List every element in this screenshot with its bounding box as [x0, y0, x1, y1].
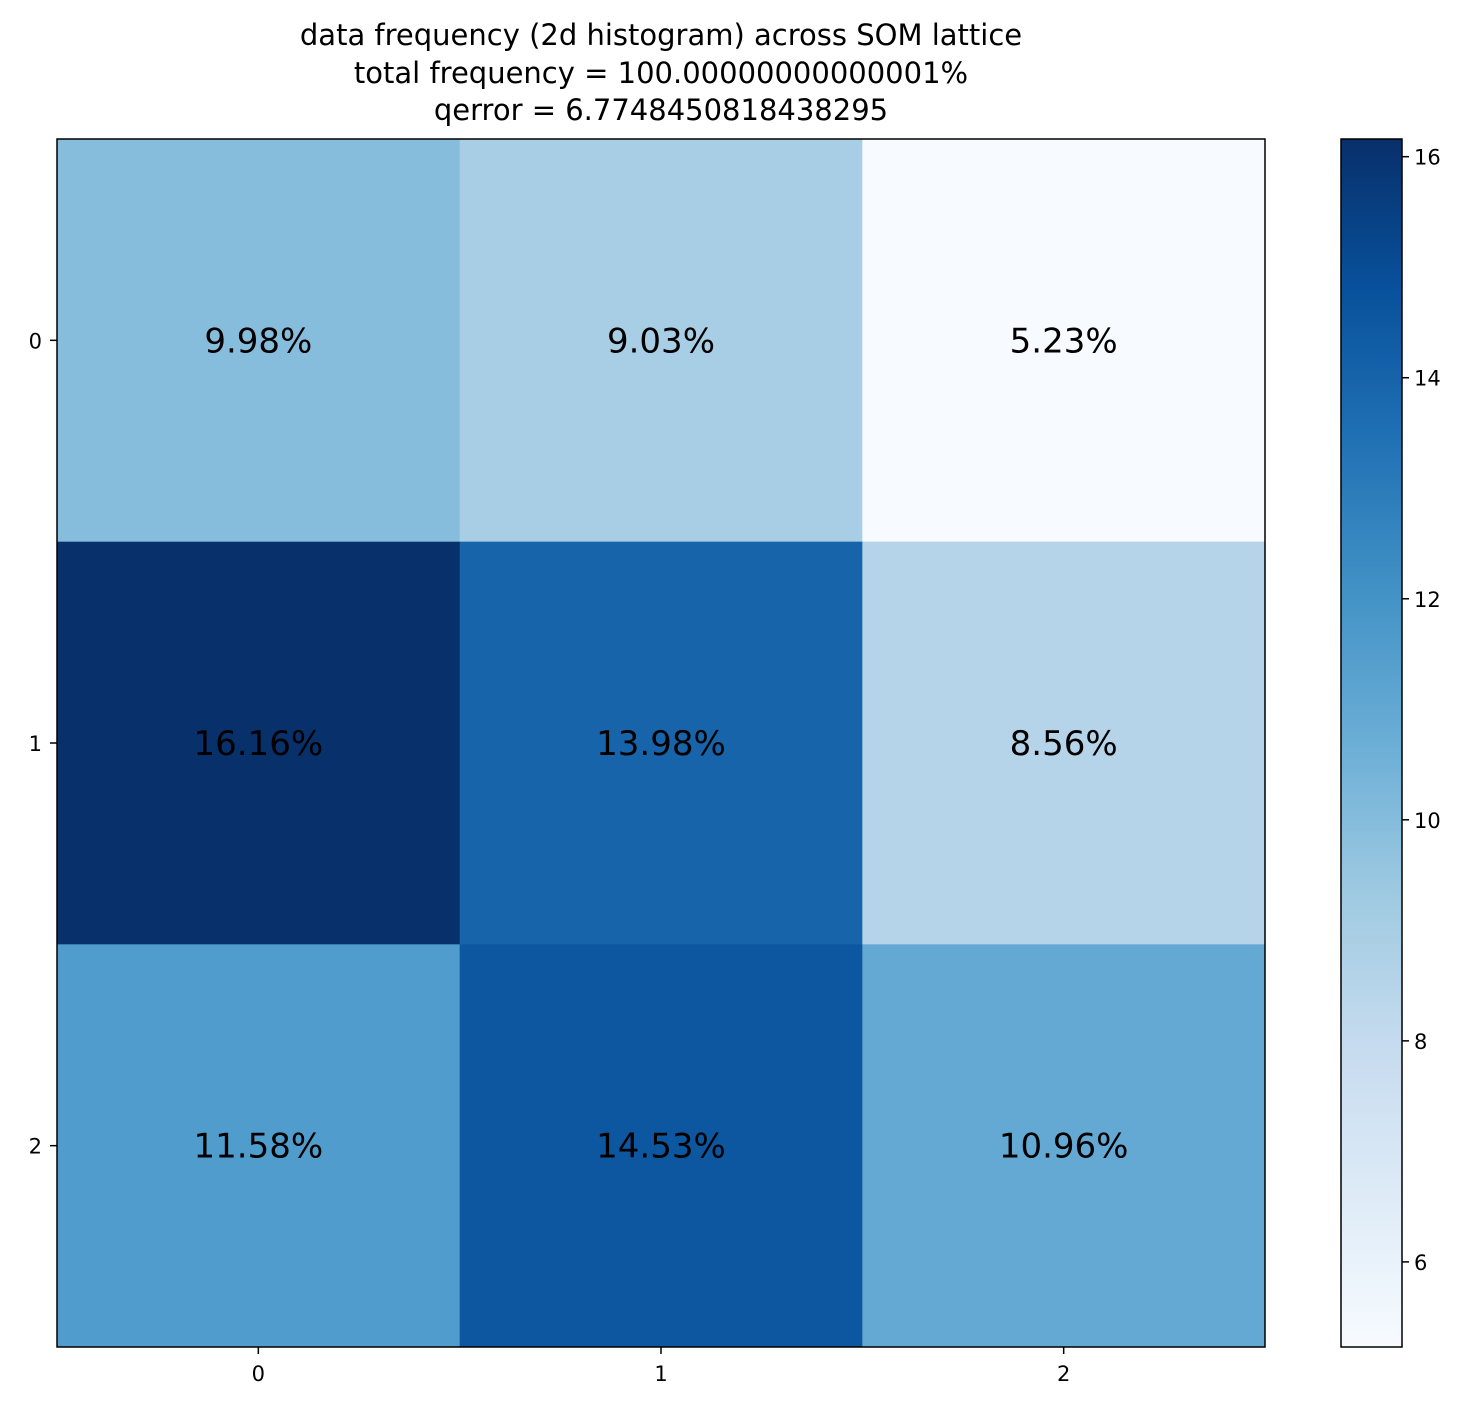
- cell-label-r1-c1: 13.98%: [596, 724, 726, 764]
- colorbar: [1340, 138, 1403, 1348]
- cell-label-r0-c2: 5.23%: [1010, 321, 1118, 361]
- heatmap-cell-r1-c2: [862, 541, 1266, 945]
- heatmap-cell-r1-c1: [459, 541, 863, 945]
- x-tick-label: 2: [1057, 1362, 1070, 1386]
- cell-label-r2-c1: 14.53%: [596, 1127, 726, 1167]
- colorbar-tick-label: 12: [1414, 588, 1441, 612]
- y-tick-label: 0: [29, 329, 42, 353]
- cell-label-r1-c0: 16.16%: [194, 724, 324, 764]
- colorbar-tick-label: 10: [1414, 809, 1441, 833]
- heatmap-cell-r0-c2: [862, 139, 1266, 543]
- x-tick-label: 1: [654, 1362, 667, 1386]
- heatmap-cell-r1-c0: [57, 541, 461, 945]
- heatmap-cell-r0-c0: [57, 139, 461, 543]
- heatmap-cells: [57, 139, 1266, 1348]
- cell-label-r2-c2: 10.96%: [999, 1127, 1129, 1167]
- title-line-3: qerror = 6.7748450818438295: [434, 93, 888, 127]
- title-line-2: total frequency = 100.00000000000001%: [354, 56, 968, 90]
- chart-title: data frequency (2d histogram) across SOM…: [300, 18, 1022, 127]
- cell-label-r2-c0: 11.58%: [194, 1127, 324, 1167]
- cell-label-r0-c1: 9.03%: [607, 321, 715, 361]
- colorbar-tick-label: 16: [1414, 146, 1441, 170]
- y-tick-label: 1: [29, 732, 42, 756]
- title-line-1: data frequency (2d histogram) across SOM…: [300, 18, 1022, 52]
- x-axis: 0 1 2: [252, 1347, 1070, 1386]
- cell-label-r1-c2: 8.56%: [1010, 724, 1118, 764]
- heatmap-cell-r2-c1: [459, 944, 863, 1348]
- y-axis: 0 1 2: [29, 329, 57, 1159]
- colorbar-tick-label: 8: [1414, 1030, 1427, 1054]
- heatmap-cell-r2-c0: [57, 944, 461, 1348]
- colorbar-axis: 6 8 10 12 14 16: [1402, 146, 1441, 1275]
- heatmap-cell-r0-c1: [459, 139, 863, 543]
- y-tick-label: 2: [29, 1135, 42, 1159]
- cell-label-r0-c0: 9.98%: [204, 321, 312, 361]
- heatmap-cell-r2-c2: [862, 944, 1266, 1348]
- heatmap-cell-labels: 9.98% 9.03% 5.23% 16.16% 13.98% 8.56% 11.58% 14…: [194, 321, 1129, 1166]
- colorbar-tick-label: 14: [1414, 367, 1441, 391]
- x-tick-label: 0: [252, 1362, 265, 1386]
- colorbar-tick-label: 6: [1414, 1251, 1427, 1275]
